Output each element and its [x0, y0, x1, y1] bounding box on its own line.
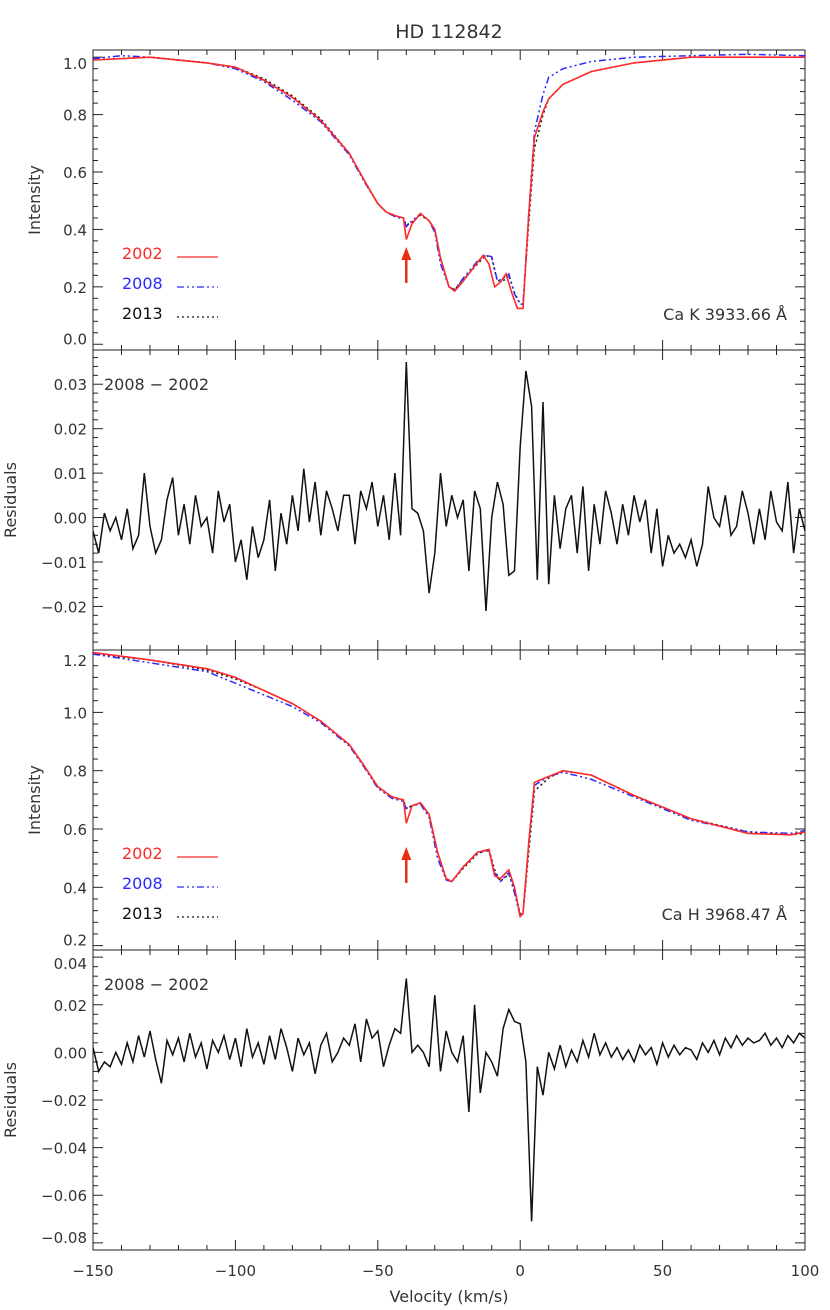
y-tick-label: 0.4	[63, 221, 87, 239]
series-line-2002	[93, 56, 805, 310]
y-tick-label: 1.0	[63, 704, 87, 722]
legend-label-2008: 2008	[122, 874, 163, 893]
y-tick-label: 0.2	[63, 279, 87, 297]
legend-label-2008: 2008	[122, 274, 163, 293]
plot-frame	[92, 349, 806, 651]
x-tick-label: −100	[215, 1262, 256, 1280]
plot-frame	[92, 949, 806, 1251]
panel-3: 0.2 0.4 0.6 0.8 1.0 1.2 Intensity 2002 2008 2013 C…	[25, 649, 806, 951]
y-tick-label: −0.01	[41, 554, 87, 572]
y-tick-label: −0.04	[41, 1140, 87, 1158]
chart-title: HD 112842	[395, 21, 503, 43]
series-line-2008	[93, 653, 805, 919]
y-tick-label: 0.00	[54, 510, 87, 528]
panel-2: −0.02 −0.01 0.00 0.01 0.02 0.03 Residuals 2008 …	[1, 349, 806, 651]
y-tick-label: 0.4	[63, 879, 87, 897]
arrow-head	[401, 847, 412, 860]
y-tick-label: 1.0	[63, 55, 87, 73]
legend-label-2013: 2013	[122, 304, 163, 323]
y-tick-label: −0.02	[41, 598, 87, 616]
y-axis-label: Intensity	[25, 165, 44, 235]
y-tick-label: 0.04	[54, 955, 87, 973]
residual-annotation: 2008 − 2002	[104, 375, 209, 394]
residual-line	[93, 978, 805, 1222]
x-tick-label: −150	[72, 1262, 113, 1280]
legend-label-2002: 2002	[122, 844, 163, 863]
legend-label-2013: 2013	[122, 904, 163, 923]
line-annotation: Ca K 3933.66 Å	[663, 305, 787, 324]
series-line-2008	[93, 53, 805, 305]
y-tick-label: 0.2	[63, 932, 87, 950]
panel-1: 0.0 0.2 0.4 0.6 0.8 1.0 Intensity 2002 2008 2013 C…	[25, 49, 806, 351]
x-tick-label: −50	[362, 1262, 394, 1280]
y-tick-label: 0.0	[63, 330, 87, 348]
y-tick-label: −0.08	[41, 1229, 87, 1247]
y-tick-label: 1.2	[63, 652, 87, 670]
y-tick-label: 0.00	[54, 1044, 87, 1062]
y-tick-label: 0.02	[54, 421, 87, 439]
y-axis-label: Residuals	[1, 462, 20, 538]
residual-annotation: 2008 − 2002	[104, 975, 209, 994]
x-tick-label: 50	[653, 1262, 672, 1280]
y-tick-label: 0.01	[54, 465, 87, 483]
x-tick-label: 0	[515, 1262, 525, 1280]
y-axis-label: Intensity	[25, 765, 44, 835]
y-tick-label: 0.02	[54, 997, 87, 1015]
x-tick-label: 100	[791, 1262, 820, 1280]
series-line-2013	[93, 653, 805, 915]
line-annotation: Ca H 3968.47 Å	[662, 905, 787, 924]
y-tick-label: 0.8	[63, 763, 87, 781]
panel-4: −0.08 −0.06 −0.04 −0.02 0.00 0.02 0.04 Residual…	[1, 949, 806, 1251]
y-tick-label: −0.06	[41, 1187, 87, 1205]
series-line-2002	[93, 651, 805, 919]
y-tick-label: 0.03	[54, 376, 87, 394]
series-line-2013	[93, 56, 805, 305]
residual-line	[93, 361, 805, 611]
y-tick-label: 0.8	[63, 107, 87, 125]
x-axis-label: Velocity (km/s)	[390, 1287, 509, 1306]
y-axis-label: Residuals	[1, 1062, 20, 1138]
y-tick-label: 0.6	[63, 821, 87, 839]
legend-label-2002: 2002	[122, 244, 163, 263]
y-tick-label: 0.6	[63, 164, 87, 182]
y-tick-label: −0.02	[41, 1092, 87, 1110]
panels-group: 0.0 0.2 0.4 0.6 0.8 1.0 Intensity 2002 2008 2013 C…	[1, 49, 820, 1280]
arrow-head	[401, 247, 412, 260]
